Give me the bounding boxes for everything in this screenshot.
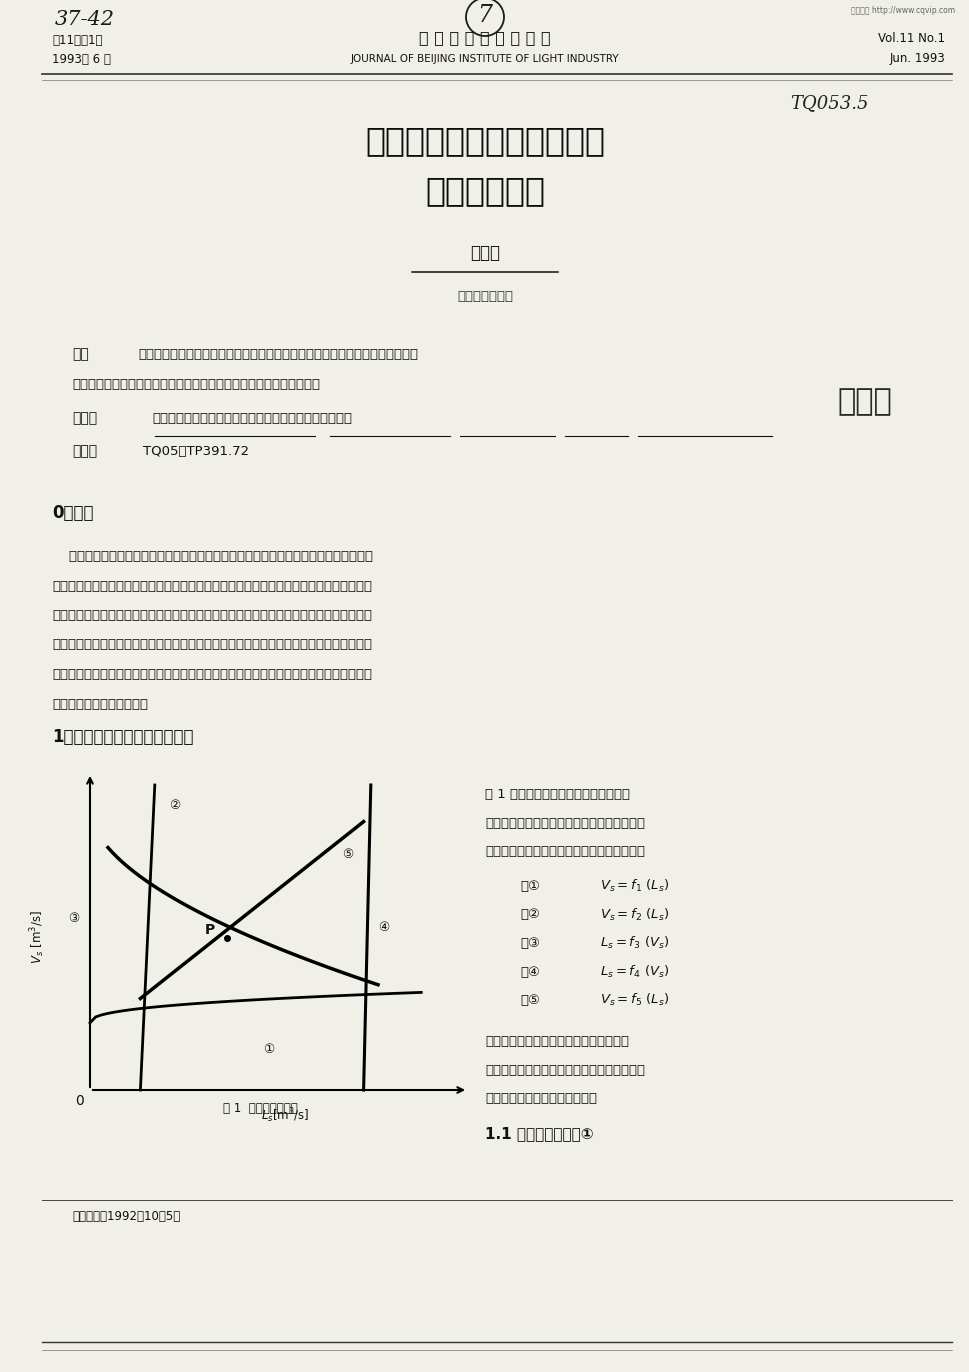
Text: 结构参数的变化，将改变负荷性能图中有关曲线的位置，而在塔板设计或改造问题中，为获: 结构参数的变化，将改变负荷性能图中有关曲线的位置，而在塔板设计或改造问题中，为获 [52,609,372,622]
Text: 貌。观察可以发现，为标绘这五条性能曲线，: 貌。观察可以发现，为标绘这五条性能曲线， [484,816,644,830]
Text: 负荷性能图的框图，为塔板结构的优化设计提供了一种快速计算方法。: 负荷性能图的框图，为塔板结构的优化设计提供了一种快速计算方法。 [72,379,320,391]
Text: ①: ① [263,1043,274,1056]
Text: Jun. 1993: Jun. 1993 [889,52,944,64]
Text: 第11卷第1期: 第11卷第1期 [52,34,103,47]
Text: $V_s = f_1\ (L_s)$: $V_s = f_1\ (L_s)$ [600,878,669,895]
Text: 例，根据各种流动现象的限制条件，通过变换: 例，根据各种流动现象的限制条件，通过变换 [484,1063,644,1077]
Text: 本文推导出精馏塔板负荷性能图中各条性能曲线的关联式，给出了用计算机标绘: 本文推导出精馏塔板负荷性能图中各条性能曲线的关联式，给出了用计算机标绘 [138,348,418,361]
Text: 北 京 轻 工 业 学 院 学 报: 北 京 轻 工 业 学 院 学 报 [419,30,550,45]
Text: （化学工程系）: （化学工程系） [456,289,513,303]
Text: 线①: 线① [519,879,540,893]
Text: 负荷性能图的子程序框图。: 负荷性能图的子程序框图。 [52,697,148,711]
Text: 各条曲线的关联式以下面形式给出是方便的：: 各条曲线的关联式以下面形式给出是方便的： [484,845,644,858]
Text: P: P [204,922,215,937]
Text: $L_s = f_4\ (V_s)$: $L_s = f_4\ (V_s)$ [600,963,669,980]
Text: $L_s = f_3\ (V_s)$: $L_s = f_3\ (V_s)$ [600,934,669,951]
Text: ⑤: ⑤ [342,848,353,862]
Text: 下面以工业上常用的筛板塔、浮阀塔板为: 下面以工业上常用的筛板塔、浮阀塔板为 [484,1034,628,1048]
Text: 线⑤: 线⑤ [519,993,540,1007]
Text: 收稿日期：1992年10月5日: 收稿日期：1992年10月5日 [72,1210,180,1222]
Text: 合适的塔板结构参数、分析适宜的汽液流量、确定改造途径中，都具有指导作用。由于塔板: 合适的塔板结构参数、分析适宜的汽液流量、确定改造途径中，都具有指导作用。由于塔板 [52,579,372,593]
Text: JOURNAL OF BEIJING INSTITUTE OF LIGHT INDUSTRY: JOURNAL OF BEIJING INSTITUTE OF LIGHT IN… [351,54,618,64]
Text: 分类号: 分类号 [72,445,97,458]
Text: 用计算机标绘精馏塔板负荷: 用计算机标绘精馏塔板负荷 [364,123,605,156]
Text: $V_s\ [\mathrm{m^3/s}]$: $V_s\ [\mathrm{m^3/s}]$ [29,911,47,965]
Text: $V_s = f_2\ (L_s)$: $V_s = f_2\ (L_s)$ [600,907,669,922]
Text: 37-42: 37-42 [55,10,115,29]
Text: 张言文: 张言文 [470,244,499,262]
Text: TQ05，TP391.72: TQ05，TP391.72 [142,445,249,458]
Text: 7: 7 [477,4,492,27]
Text: 图 1 中给出了一个塔板负荷性能图的概: 图 1 中给出了一个塔板负荷性能图的概 [484,788,629,801]
Text: 维普资讯 http://www.cqvip.com: 维普资讯 http://www.cqvip.com [850,5,954,15]
Text: 精馏塔: 精馏塔 [837,387,891,416]
Text: $L_s[\mathrm{m^3/s}]$: $L_s[\mathrm{m^3/s}]$ [261,1106,309,1125]
Text: 得满意的效果，必须进行多方案的比较计算，因而绘制负荷性能图的工作量是很大的。本文: 得满意的效果，必须进行多方案的比较计算，因而绘制负荷性能图的工作量是很大的。本文 [52,638,372,652]
Text: 0．引言: 0．引言 [52,504,93,521]
Text: 0: 0 [76,1093,84,1109]
Text: 关键词: 关键词 [72,412,97,425]
Text: Vol.11 No.1: Vol.11 No.1 [877,32,944,45]
Text: 在工业精馏塔设计、以及旧塔改造中，塔板负荷性能图具有重要意义，它在选择、调整: 在工业精馏塔设计、以及旧塔改造中，塔板负荷性能图具有重要意义，它在选择、调整 [52,550,373,563]
Text: 图 1  塔板负荷性能图: 图 1 塔板负荷性能图 [223,1102,297,1115]
Text: 1.1 气相下限操作线①: 1.1 气相下限操作线① [484,1126,593,1142]
Text: 介绍用计算机标绘负荷性能图的方法，其中包括两种主要板型有关关联式的变换，以及标绘: 介绍用计算机标绘负荷性能图的方法，其中包括两种主要板型有关关联式的变换，以及标绘 [52,668,372,681]
Text: ④: ④ [378,922,389,934]
Text: 获得这五条曲线的相应关联式。: 获得这五条曲线的相应关联式。 [484,1092,596,1104]
Text: $V_s = f_5\ (L_s)$: $V_s = f_5\ (L_s)$ [600,992,669,1008]
Text: TQ053.5: TQ053.5 [789,95,867,113]
Text: 线④: 线④ [519,966,540,978]
Text: 线③: 线③ [519,937,540,949]
Text: ③: ③ [69,912,79,925]
Text: 1．塔板性能曲线关联式的变换: 1．塔板性能曲线关联式的变换 [52,729,193,746]
Text: ②: ② [169,800,180,812]
Text: 线②: 线② [519,908,540,922]
Text: 摘要: 摘要 [72,347,88,361]
Text: 负荷性能图，塔板结构，优化设计，子程序，计算机标绘: 负荷性能图，塔板结构，优化设计，子程序，计算机标绘 [152,412,352,425]
Text: 性能图的方法: 性能图的方法 [424,174,545,207]
Text: 1993年 6 月: 1993年 6 月 [52,54,110,66]
